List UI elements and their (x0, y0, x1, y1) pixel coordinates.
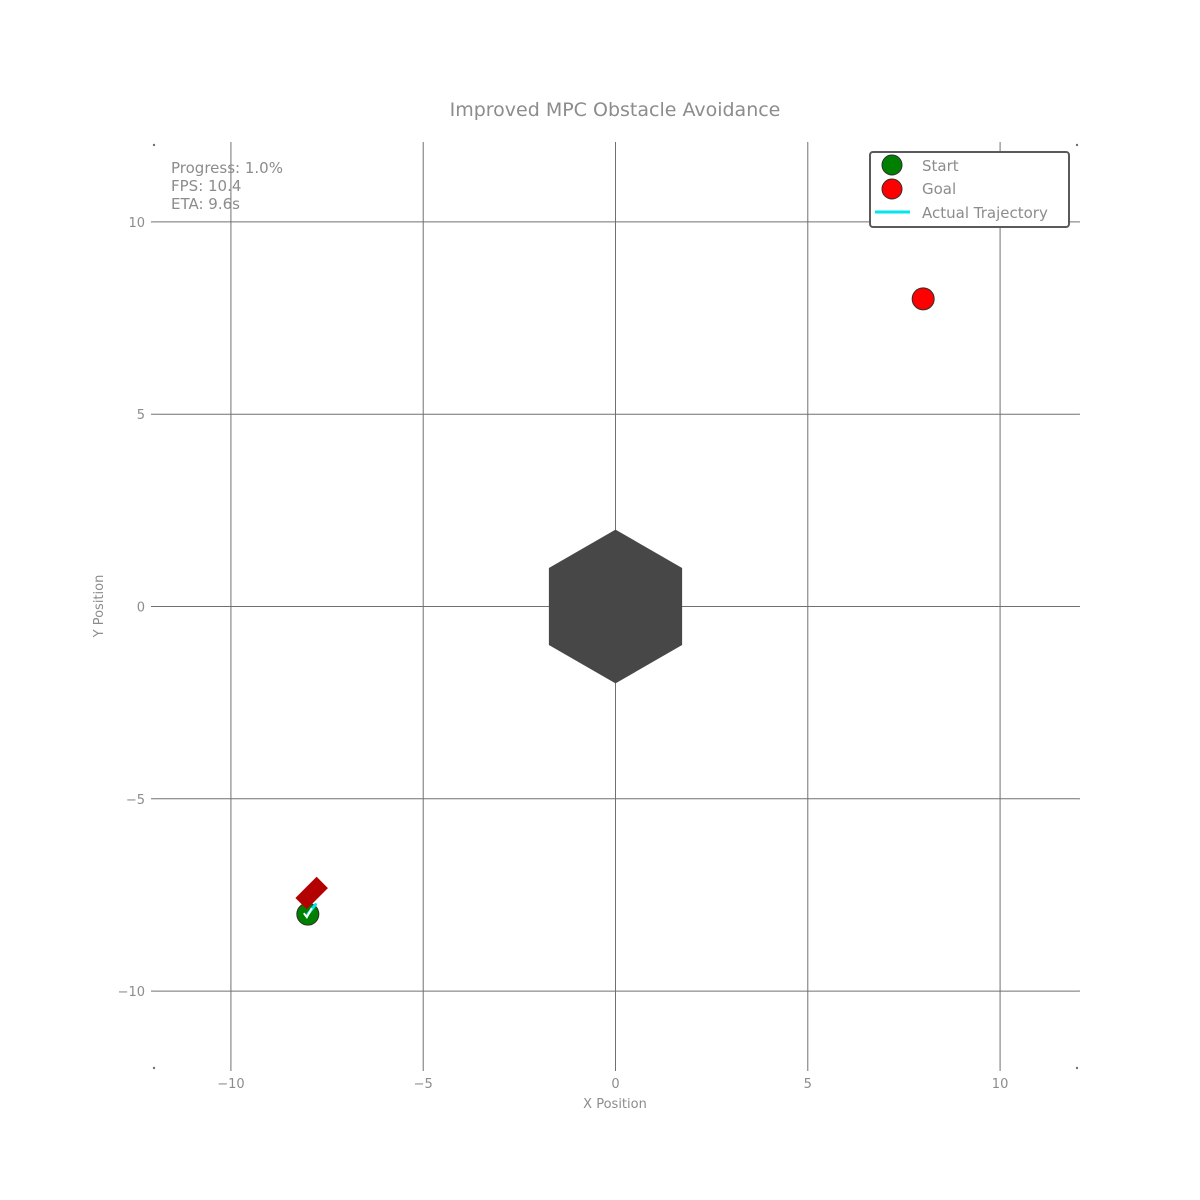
axis-corner-dot (1075, 1066, 1079, 1070)
axis-corner-dot (152, 1066, 156, 1070)
x-tick-label: −5 (414, 1077, 433, 1092)
legend-start-marker (881, 154, 903, 176)
y-tick-label: 5 (137, 408, 145, 423)
fps-readout: FPS: 10.4 (171, 177, 241, 195)
x-tick-label: 10 (992, 1077, 1009, 1092)
legend-goal-label: Goal (922, 180, 956, 198)
progress-readout: Progress: 1.0% (171, 159, 283, 177)
legend: Start Goal Actual Trajectory (869, 151, 1070, 228)
y-axis-label: Y Position (92, 575, 107, 639)
y-tick-label: −10 (118, 985, 145, 1000)
y-tick-label: −5 (126, 793, 145, 808)
series-layer (295, 287, 935, 926)
x-axis-label: X Position (583, 1097, 647, 1112)
axis-corner-dot (152, 143, 156, 147)
chart-title: Improved MPC Obstacle Avoidance (450, 99, 781, 121)
legend-goal-marker (881, 178, 903, 200)
y-tick-label: 10 (128, 216, 145, 231)
legend-frame (869, 151, 1070, 228)
start-check-mark (303, 907, 313, 920)
y-tick-label: 0 (137, 601, 145, 616)
axis-ticks: −10 −5 0 5 10 −10 −5 0 5 10 (118, 142, 1080, 1092)
x-tick-label: 0 (611, 1077, 619, 1092)
obstacle-layer (548, 529, 683, 684)
vehicle-body (295, 876, 328, 910)
legend-start-label: Start (922, 157, 959, 175)
axis-corner-dot (1075, 143, 1079, 147)
obstacle-hexagon (548, 529, 683, 684)
x-tick-label: 5 (804, 1077, 812, 1092)
legend-trajectory-label: Actual Trajectory (922, 204, 1048, 222)
eta-readout: ETA: 9.6s (171, 195, 240, 213)
goal-marker (911, 287, 935, 311)
x-tick-label: −10 (217, 1077, 244, 1092)
